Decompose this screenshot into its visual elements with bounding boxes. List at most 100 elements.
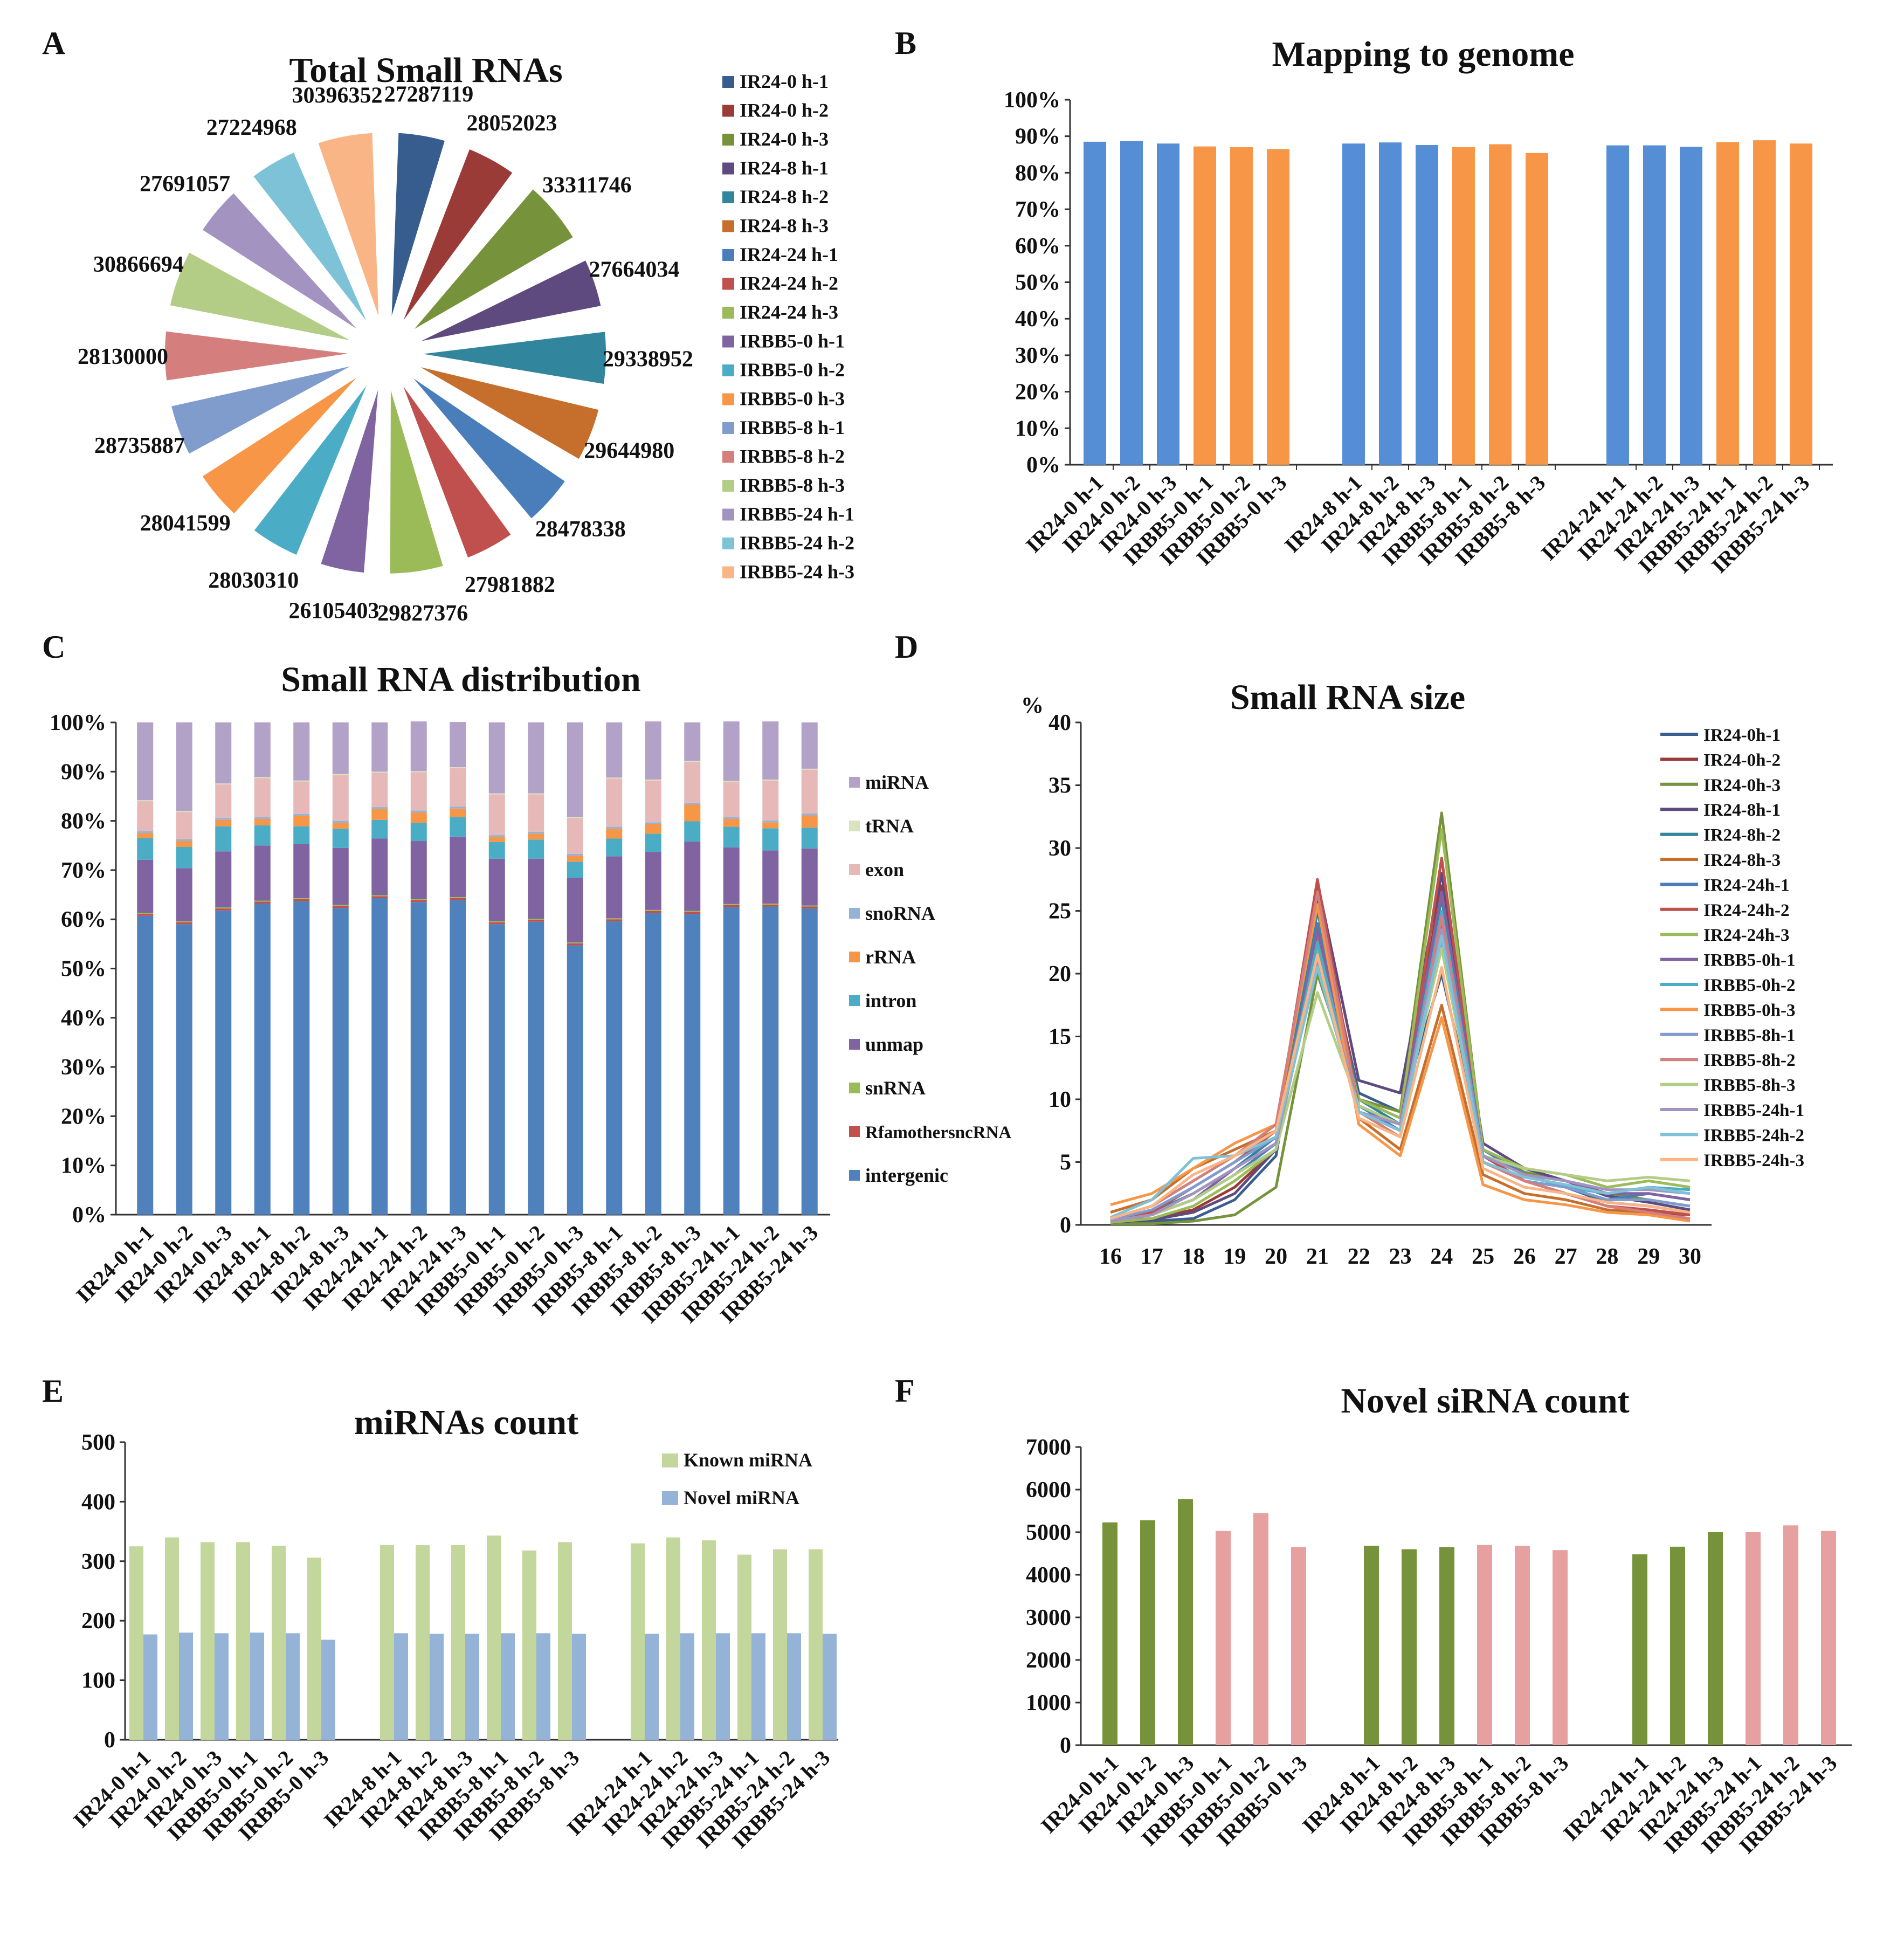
- segment-trna-irbb5-0-h-1: [488, 793, 505, 795]
- segment-rrna-irbb5-0-h-1: [488, 837, 505, 842]
- legend-swatch-unmap: [849, 1039, 860, 1050]
- segment-intergenic-ir24-8-h-3: [332, 908, 349, 1215]
- bar-irbb5-0-h-2: [1230, 147, 1253, 465]
- line-irbb5-8h-3: [1110, 947, 1691, 1223]
- y-tick-label: 2000: [1026, 1648, 1071, 1673]
- segment-mirna-irbb5-24-h-3: [801, 722, 818, 769]
- segment-intron-irbb5-24-h-1: [723, 826, 740, 848]
- segment-rfamothersncrna-irbb5-0-h-2: [528, 920, 544, 922]
- bar-ir24-0-h-2: [1140, 1520, 1155, 1745]
- line-irbb5-8h-2: [1110, 891, 1691, 1220]
- legend-swatch-ir24-24-h-1: [722, 249, 734, 261]
- legend-label-irbb5-8h-3: IRBB5-8h-3: [1703, 1076, 1796, 1096]
- legend-swatch-ir24-0-h-1: [722, 76, 734, 88]
- bar-known-mirna-irbb5-0-h-1: [236, 1542, 250, 1740]
- segment-unmap-ir24-8-h-2: [293, 844, 310, 898]
- segment-trna-ir24-8-h-3: [332, 774, 349, 775]
- legend-label-ir24-0h-1: IR24-0h-1: [1703, 726, 1781, 745]
- y-tick-label: 7000: [1026, 1435, 1071, 1460]
- segment-intergenic-ir24-8-h-2: [293, 901, 310, 1215]
- legend-label-snrna: snRNA: [865, 1077, 926, 1099]
- line-irbb5-24h-3: [1110, 953, 1691, 1220]
- legend-label-rfamothersncrna: RfamothersncRNA: [865, 1123, 1011, 1142]
- segment-intron-ir24-24-h-1: [371, 819, 388, 839]
- segment-snrna-ir24-24-h-3: [450, 897, 466, 898]
- pie-slice-ir24-0-h-1: [391, 133, 445, 316]
- segment-snorna-ir24-8-h-1: [254, 817, 271, 819]
- x-tick-label-20: 20: [1265, 1244, 1287, 1269]
- y-tick-label: 20%: [61, 1104, 106, 1129]
- segment-rrna-ir24-24-h-3: [450, 808, 466, 817]
- y-tick-label: 90%: [1015, 125, 1060, 149]
- legend-label-intergenic: intergenic: [865, 1165, 948, 1186]
- segment-snorna-ir24-0-h-3: [215, 818, 232, 820]
- segment-intron-ir24-24-h-2: [410, 823, 427, 842]
- legend-swatch-irbb5-0-h-2: [722, 364, 734, 376]
- segment-intergenic-ir24-0-h-2: [176, 924, 192, 1215]
- legend-swatch-irbb5-24-h-1: [722, 508, 734, 521]
- bar-irbb5-24-h-2: [1783, 1525, 1798, 1745]
- legend-swatch-rrna: [849, 952, 860, 962]
- segment-rfamothersncrna-irbb5-0-h-1: [488, 922, 505, 925]
- y-tick-label: 80%: [1015, 161, 1060, 185]
- segment-trna-irbb5-24-h-3: [801, 768, 818, 770]
- legend-label-ir24-8h-3: IR24-8h-3: [1703, 851, 1781, 870]
- segment-intron-ir24-24-h-3: [450, 817, 466, 837]
- x-tick-label-22: 22: [1348, 1244, 1370, 1269]
- bar-irbb5-8-h-2: [1489, 144, 1512, 465]
- segment-intergenic-irbb5-24-h-1: [723, 907, 740, 1215]
- segment-exon-ir24-8-h-2: [293, 781, 310, 814]
- pie-slice-irbb5-0-h-1: [321, 390, 378, 573]
- segment-mirna-ir24-0-h-2: [176, 722, 192, 811]
- bar-irbb5-24-h-2: [1753, 140, 1776, 465]
- legend-swatch-ir24-8-h-3: [722, 220, 734, 232]
- segment-intron-ir24-8-h-3: [332, 829, 349, 848]
- segment-snrna-irbb5-8-h-3: [684, 911, 701, 912]
- segment-intron-irbb5-24-h-3: [801, 828, 818, 849]
- bar-irbb5-24-h-1: [1716, 142, 1739, 465]
- pie-value-irbb5-8-h-3: 30866694: [93, 252, 184, 277]
- x-tick-label-16: 16: [1099, 1244, 1122, 1269]
- segment-rfamothersncrna-ir24-8-h-2: [293, 899, 310, 901]
- segment-snorna-irbb5-24-h-2: [762, 820, 779, 823]
- distribution-plot: 0%10%20%30%40%50%60%70%80%90%100%IR24-0 …: [50, 711, 1011, 1328]
- segment-snrna-ir24-8-h-1: [254, 900, 271, 902]
- line-ir24-8h-1: [1110, 872, 1691, 1224]
- pie-value-ir24-0-h-2: 28052023: [466, 111, 557, 136]
- segment-intron-irbb5-8-h-2: [645, 833, 661, 852]
- panel-d-label: D: [895, 629, 918, 665]
- bar-irbb5-0-h-1: [1194, 146, 1216, 465]
- pie-slice-ir24-24-h-3: [390, 390, 443, 574]
- legend-swatch-ir24-24-h-2: [722, 278, 734, 290]
- y-tick-label: 10: [1048, 1087, 1071, 1112]
- mapping-plot: 0%10%20%30%40%50%60%70%80%90%100%IR24-0 …: [1004, 88, 1833, 578]
- pie-slice-ir24-8-h-3: [420, 367, 599, 459]
- segment-snorna-irbb5-8-h-2: [645, 822, 661, 824]
- y-tick-label: 15: [1048, 1025, 1071, 1050]
- segment-unmap-irbb5-0-h-2: [528, 858, 544, 919]
- segment-rrna-irbb5-8-h-3: [684, 804, 701, 822]
- bar-ir24-0-h-3: [1157, 143, 1179, 465]
- y-tick-label: 30: [1048, 836, 1071, 861]
- y-tick-label: 10%: [61, 1154, 106, 1179]
- bar-novel-mirna-ir24-24-h-2: [680, 1633, 694, 1740]
- legend-label-irbb5-24h-2: IRBB5-24h-2: [1703, 1126, 1804, 1145]
- segment-snrna-irbb5-0-h-2: [528, 919, 544, 920]
- segment-snorna-irbb5-0-h-2: [528, 831, 544, 834]
- legend-label-ir24-24h-1: IR24-24h-1: [1703, 876, 1790, 895]
- segment-unmap-irbb5-8-h-1: [606, 856, 623, 919]
- segment-rfamothersncrna-irbb5-24-h-3: [801, 906, 818, 909]
- legend-label-ir24-8-h-2: IR24-8 h-2: [740, 186, 829, 208]
- panel-a-title: Total Small RNAs: [289, 51, 562, 90]
- x-tick-label-24: 24: [1430, 1244, 1453, 1269]
- bar-irbb5-8-h-3: [1526, 153, 1548, 465]
- panel-b: B Mapping to genome 0% 10% 20% 30% 40% 50% 60%…: [895, 25, 1833, 578]
- segment-unmap-irbb5-8-h-2: [645, 852, 661, 910]
- legend-label-irbb5-8h-1: IRBB5-8h-1: [1703, 1026, 1796, 1045]
- segment-trna-irbb5-24-h-1: [723, 781, 740, 782]
- segment-exon-irbb5-0-h-1: [488, 794, 505, 836]
- y-tick-label: 0%: [1026, 453, 1060, 478]
- y-tick-label: 1000: [1026, 1691, 1071, 1715]
- segment-intron-ir24-0-h-2: [176, 846, 192, 869]
- legend-swatch-novel-mirna: [662, 1491, 678, 1505]
